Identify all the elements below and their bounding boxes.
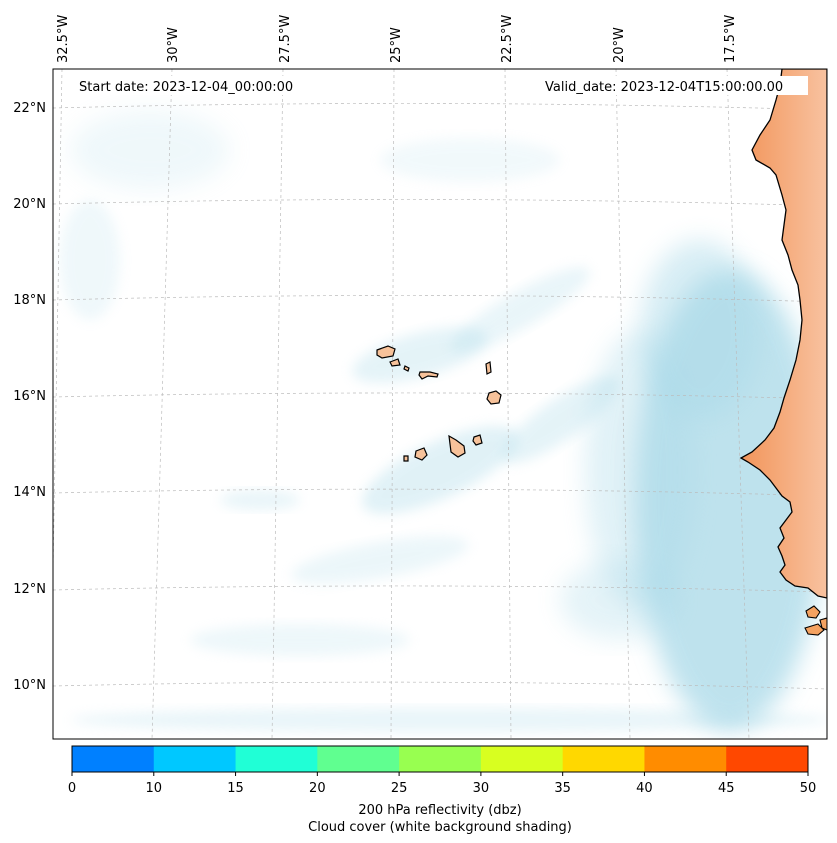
colorbar-segments [72,746,809,772]
colorbar-ticks: 0 10 15 20 25 30 35 40 45 50 [68,772,816,796]
colorbar-tick-label: 15 [227,781,244,796]
latitude-labels: 22°N 20°N 18°N 16°N 14°N 12°N 10°N [13,101,46,693]
cape-verde-islands [376,345,502,462]
map-content [53,69,827,739]
lat-label: 20°N [13,197,46,212]
lon-label: 25°W [389,27,404,63]
colorbar-tick-label: 35 [554,781,571,796]
colorbar-segment [153,746,237,772]
colorbar-tick-label: 45 [718,781,735,796]
colorbar-segment [562,746,645,772]
colorbar-segment [72,746,155,772]
map-frame [52,68,828,740]
lat-label: 18°N [13,293,46,308]
gridlines [53,69,827,739]
colorbar-segment [726,746,809,772]
start-date-box [72,76,316,95]
colorbar-label-line2: Cloud cover (white background shading) [308,820,572,835]
start-date-label: Start date: 2023-12-04_00:00:00 [79,80,293,95]
colorbar-segment [480,746,564,772]
valid-date-label: Valid_date: 2023-12-04T15:00:00.00 [545,80,783,95]
colorbar-label-line1: 200 hPa reflectivity (dbz) [358,803,521,818]
colorbar-tick-label: 10 [146,781,163,796]
lon-label: 30°W [166,27,181,63]
africa-land [739,69,827,599]
coastal-islands [804,605,827,636]
colorbar-tick-label: 50 [800,781,817,796]
lat-label: 10°N [13,678,46,693]
lon-label: 27.5°W [278,15,293,63]
colorbar-segment [644,746,727,772]
lon-label: 32.5°W [56,15,71,63]
colorbar-segment [235,746,318,772]
lon-label: 22.5°W [500,15,515,63]
lat-label: 16°N [13,389,46,404]
longitude-labels: 32.5°W 30°W 27.5°W 25°W 22.5°W 20°W 17.5… [56,15,738,63]
colorbar-frame [71,745,809,773]
colorbar-tick-label: 25 [391,781,408,796]
valid-date-box [540,76,808,95]
lon-label: 17.5°W [723,15,738,63]
colorbar: 0 10 15 20 25 30 35 40 45 50 200 hPa reflectivity… [68,745,816,835]
lat-label: 12°N [13,582,46,597]
colorbar-tick-label: 20 [309,781,326,796]
colorbar-segment [399,746,482,772]
colorbar-tick-label: 0 [68,781,76,796]
cloud-cover-shading [60,110,827,732]
lon-label: 20°W [612,27,627,63]
colorbar-tick-label: 30 [473,781,490,796]
lat-label: 22°N [13,101,46,116]
colorbar-tick-label: 40 [636,781,653,796]
lat-label: 14°N [13,485,46,500]
colorbar-segment [317,746,400,772]
